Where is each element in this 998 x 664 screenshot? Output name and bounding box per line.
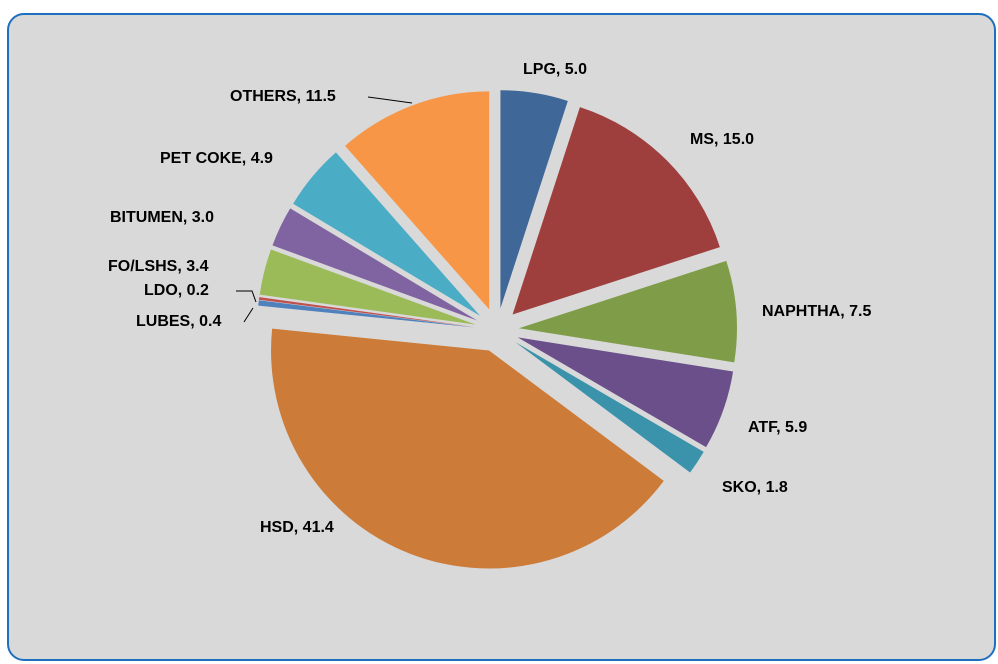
leader-line [243,307,254,323]
pie-slice [293,152,481,316]
data-label: SKO, 1.8 [722,479,788,496]
separator: , [776,419,785,436]
leader-line [367,96,413,104]
separator: , [714,131,723,148]
data-label: PET COKE, 4.9 [160,150,273,167]
data-label: FO/LSHS, 3.4 [108,258,209,275]
category-name: HSD [260,519,294,536]
separator: , [840,303,849,320]
value-label: 1.8 [766,479,788,496]
data-label: LUBES, 0.4 [136,313,221,330]
value-label: 41.4 [303,519,334,536]
data-label: HSD, 41.4 [260,519,334,536]
value-label: 5.9 [785,419,807,436]
value-label: 5.0 [565,61,587,78]
data-label: OTHERS, 11.5 [230,88,336,105]
category-name: LUBES [136,313,191,330]
separator: , [297,88,306,105]
category-name: OTHERS [230,88,297,105]
value-label: 4.9 [251,150,273,167]
category-name: SKO [722,479,757,496]
separator: , [178,282,187,299]
pie-slice [271,328,664,569]
value-label: 11.5 [306,88,336,105]
category-name: BITUMEN [110,209,183,226]
pie-slice [518,260,737,363]
value-label: 7.5 [849,303,871,320]
category-name: FO/LSHS [108,258,178,275]
leader-line [236,290,257,303]
value-label: 3.4 [186,258,208,275]
pie-slice [512,107,720,315]
separator: , [294,519,303,536]
separator: , [190,313,199,330]
value-label: 0.4 [199,313,221,330]
pie-slice [345,91,490,310]
pie-slice [258,297,476,328]
chart-background [7,13,996,661]
separator: , [242,150,251,167]
category-name: ATF [748,419,778,436]
category-name: NAPHTHA [762,303,841,320]
category-name: LPG [523,61,556,78]
data-label: BITUMEN, 3.0 [110,209,214,226]
pie-slice [500,90,568,309]
category-name: PET COKE [160,150,242,167]
pie-slice [515,342,704,473]
data-label: LDO, 0.2 [144,282,209,299]
data-label: ATF, 5.9 [748,419,807,436]
data-label: NAPHTHA, 7.5 [762,303,871,320]
category-name: LDO [144,282,178,299]
pie-slice [517,337,734,448]
data-label: LPG, 5.0 [523,61,587,78]
pie-slice [259,249,476,325]
separator: , [556,61,565,78]
value-label: 15.0 [723,131,754,148]
pie-slice [272,208,478,321]
value-label: 0.2 [187,282,209,299]
separator: , [183,209,192,226]
value-label: 3.0 [192,209,214,226]
pie-slice [258,300,476,328]
data-label: MS, 15.0 [690,131,754,148]
separator: , [177,258,186,275]
separator: , [757,479,766,496]
category-name: MS [690,131,714,148]
